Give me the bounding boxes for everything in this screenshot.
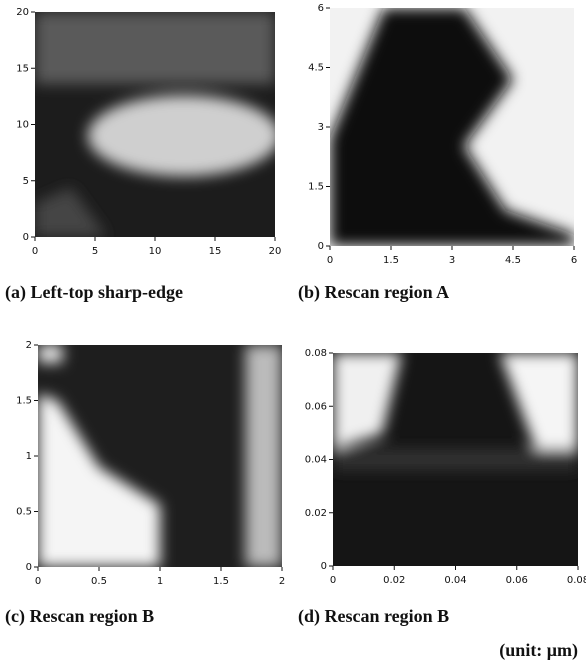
x-tick-label: 0 <box>330 575 336 586</box>
x-tick-label: 0.04 <box>444 575 466 586</box>
y-tick-label: 0.06 <box>305 401 327 412</box>
y-tick-label: 0 <box>23 232 29 243</box>
panel-caption: (a) Left-top sharp-edge <box>5 282 183 303</box>
x-tick-label: 4.5 <box>505 255 521 266</box>
y-tick-label: 3 <box>318 122 324 133</box>
scan-image <box>38 345 282 567</box>
x-tick-label: 15 <box>209 246 222 257</box>
scan-region <box>330 8 574 246</box>
x-tick-label: 0.08 <box>567 575 586 586</box>
x-tick-label: 3 <box>449 255 455 266</box>
scan-image <box>333 353 578 566</box>
y-tick-label: 0.08 <box>305 348 327 359</box>
y-tick-label: 2 <box>26 340 32 351</box>
panel-caption: (b) Rescan region A <box>298 282 449 303</box>
y-tick-label: 20 <box>16 7 29 18</box>
y-tick-label: 1.5 <box>308 182 324 193</box>
y-tick-label: 0 <box>26 562 32 573</box>
scan-region <box>333 448 578 471</box>
scan-region <box>38 345 63 363</box>
scan-features <box>38 345 282 567</box>
x-tick-label: 20 <box>269 246 282 257</box>
y-tick-label: 1.5 <box>16 396 32 407</box>
x-tick-label: 1 <box>157 576 163 587</box>
y-tick-label: 1 <box>26 451 32 462</box>
y-tick-label: 0.5 <box>16 507 32 518</box>
x-tick-label: 0.06 <box>506 575 528 586</box>
x-tick-label: 1.5 <box>383 255 399 266</box>
y-tick-label: 0.04 <box>305 455 327 466</box>
panel-caption: (c) Rescan region B <box>5 606 154 627</box>
y-tick-label: 0 <box>318 241 324 252</box>
scan-region <box>245 345 282 567</box>
panel-caption: (d) Rescan region B <box>298 606 449 627</box>
scan-region <box>333 353 402 449</box>
x-tick-label: 6 <box>571 255 577 266</box>
scan-features <box>333 353 578 471</box>
scan-region <box>35 187 107 237</box>
x-tick-label: 0.5 <box>91 576 107 587</box>
x-tick-label: 0 <box>327 255 333 266</box>
scan-features <box>35 12 275 237</box>
scan-region <box>38 393 160 567</box>
scan-region <box>499 353 578 471</box>
y-tick-label: 10 <box>16 120 29 131</box>
y-tick-label: 4.5 <box>308 63 324 74</box>
x-tick-label: 1.5 <box>213 576 229 587</box>
x-tick-label: 0.02 <box>383 575 405 586</box>
y-tick-label: 15 <box>16 63 29 74</box>
scan-region <box>87 95 275 177</box>
x-tick-label: 2 <box>279 576 285 587</box>
y-tick-label: 0 <box>321 561 327 572</box>
x-tick-label: 0 <box>35 576 41 587</box>
scan-features <box>330 8 574 246</box>
y-tick-label: 0.02 <box>305 508 327 519</box>
unit-label: (unit: μm) <box>499 640 578 661</box>
scan-image <box>35 12 275 237</box>
x-tick-label: 5 <box>92 246 98 257</box>
x-tick-label: 10 <box>149 246 162 257</box>
y-tick-label: 6 <box>318 3 324 14</box>
y-tick-label: 5 <box>23 176 29 187</box>
x-tick-label: 0 <box>32 246 38 257</box>
scan-image <box>330 8 574 246</box>
scan-region <box>35 12 275 84</box>
